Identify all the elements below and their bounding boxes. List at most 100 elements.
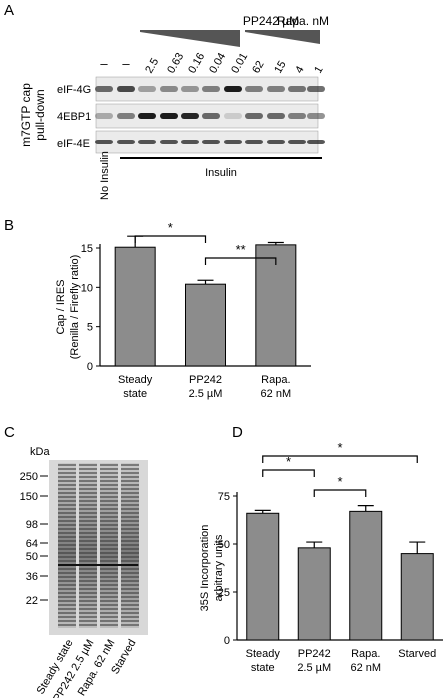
rapa-gradient-wedge [245, 30, 320, 44]
conc-label: 0.63 [165, 51, 186, 76]
panel-b-letter: B [4, 217, 14, 234]
significance-bracket [262, 469, 315, 477]
x-tick-label: PP242 2.5 µM [189, 374, 223, 400]
x-tick-label: Steady state [118, 374, 153, 400]
significance-label: * [337, 474, 342, 489]
significance-bracket [134, 235, 207, 243]
blot-band [160, 86, 178, 92]
y-tick-label: 75 [218, 491, 230, 503]
significance-bracket [313, 489, 367, 497]
blot-ylabel: m7GTP cap pull-down [19, 83, 47, 147]
panel-c-letter: C [4, 424, 15, 441]
panel-a: A PP242 µM Rapa. nM – – 2.5 0.63 0.16 0.04 0.… [4, 2, 329, 200]
blot-band [138, 140, 156, 144]
gel-lane-bands [79, 463, 97, 628]
significance-bracket [262, 455, 418, 463]
blot-band [160, 140, 178, 144]
blot-band [181, 140, 199, 144]
conc-label: 0.16 [186, 51, 207, 76]
blot-band [117, 140, 135, 144]
blot-band [138, 86, 156, 92]
blot-band [267, 140, 285, 144]
blot-band [245, 140, 263, 144]
conc-label: 4 [293, 64, 306, 75]
blot-band [245, 86, 263, 92]
significance-label: * [286, 454, 291, 469]
conc-label: 62 [250, 59, 267, 76]
lane-dash: – [122, 56, 130, 71]
blot-band [288, 140, 306, 144]
blot-band [202, 140, 220, 144]
blot-band [267, 113, 285, 119]
y-tick-label: 15 [81, 243, 93, 255]
blot-band [288, 86, 306, 92]
blot-band [181, 113, 199, 119]
conc-label: 1 [312, 64, 325, 75]
blot-band [202, 86, 220, 92]
drug1-label: PP242 µM [243, 14, 299, 28]
y-tick-label: 10 [81, 282, 93, 294]
blot-ylabel-line1: m7GTP cap [19, 83, 33, 147]
no-insulin-label: No Insulin [99, 151, 111, 200]
insulin-label: Insulin [205, 167, 237, 179]
blot-ylabel-line2: pull-down [33, 89, 47, 140]
blot-band [307, 113, 325, 119]
blot-band [224, 86, 242, 92]
conc-label: 0.04 [207, 51, 228, 76]
blot-band [224, 113, 242, 119]
pp242-gradient-wedge [140, 30, 240, 47]
y-axis-label: 35S Incorporation arbitrary units [199, 525, 225, 612]
blot-band [307, 86, 325, 92]
y-tick-label: 0 [224, 635, 230, 647]
blot-band [95, 86, 113, 92]
drug2-label: Rapa. nM [277, 14, 329, 28]
blot-band [245, 113, 263, 119]
x-tick-label: Starved [398, 648, 436, 660]
marker-label: 64 [26, 538, 38, 550]
bar [246, 512, 280, 641]
significance-label: * [168, 220, 173, 235]
x-tick-label: Rapa. 62 nM [350, 648, 381, 674]
kda-label: kDa [30, 446, 50, 458]
bar [255, 244, 297, 367]
bar [297, 547, 331, 641]
significance-bracket [204, 257, 277, 265]
conc-label: 15 [272, 59, 289, 76]
x-tick-label: Rapa. 62 nM [261, 374, 292, 400]
blot-band [160, 113, 178, 119]
blot-band [95, 113, 113, 119]
lane-dash: – [100, 56, 108, 71]
blot-label-4ebp1: 4EBP1 [57, 111, 91, 123]
significance-label: ** [236, 242, 246, 257]
x-tick-label: PP242 2.5 µM [297, 648, 331, 674]
blot-band [224, 140, 242, 144]
blot-label-eif4g: eIF-4G [57, 84, 91, 96]
marker-label: 36 [26, 571, 38, 583]
blot-band [181, 86, 199, 92]
marker-label: 150 [20, 491, 38, 503]
significance-label: * [337, 440, 342, 455]
y-tick-label: 0 [87, 361, 93, 373]
gel-lane-bands [100, 463, 118, 628]
y-tick-label: 25 [218, 587, 230, 599]
y-tick-label: 5 [87, 322, 93, 334]
blot-band [95, 140, 113, 144]
marker-label: 250 [20, 471, 38, 483]
blot-label-eif4e: eIF-4E [57, 138, 90, 150]
bar [400, 553, 434, 641]
y-axis-label: Cap / IRES (Renilla / Firefly ratio) [55, 255, 81, 360]
gel-lane-bands [121, 463, 139, 628]
blot-band [138, 113, 156, 119]
blot-band [202, 113, 220, 119]
panel-a-letter: A [4, 2, 14, 19]
bar [349, 510, 383, 641]
conc-label: 0.01 [229, 51, 250, 76]
blot-band [267, 86, 285, 92]
gel-lane-bands [58, 463, 76, 628]
marker-label: 98 [26, 519, 38, 531]
x-tick-label: Steady state [246, 648, 281, 674]
blot-band [117, 86, 135, 92]
panel-d-letter: D [232, 424, 243, 441]
